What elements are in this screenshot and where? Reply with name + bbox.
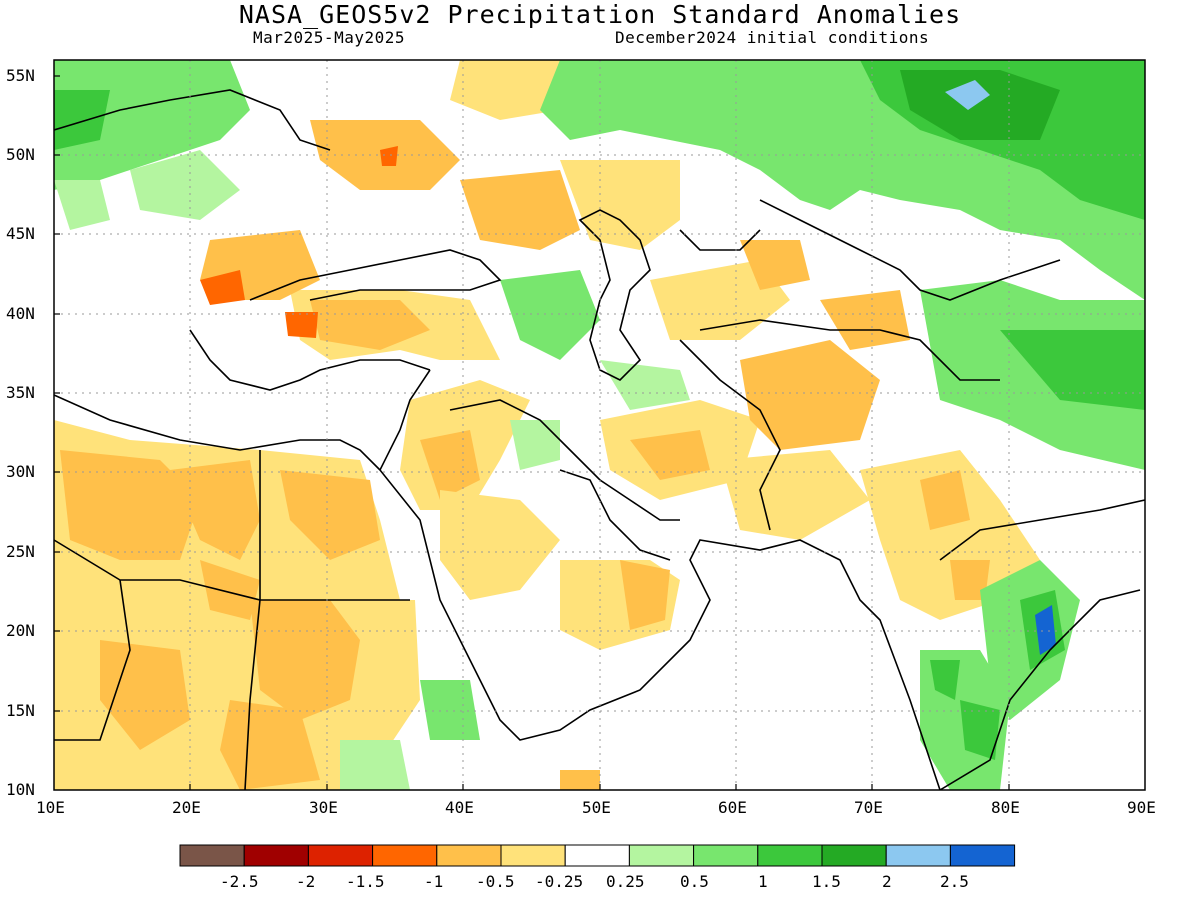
axis-ticks [54, 75, 1010, 790]
lon-label-70e: 70E [854, 798, 883, 817]
colorbar-swatch [885, 844, 951, 867]
lat-label-15n: 15N [6, 701, 35, 720]
colorbar-swatch [564, 844, 630, 867]
colorbar-label: -1 [424, 872, 444, 891]
lon-label-40e: 40E [445, 798, 474, 817]
initial-conditions: December2024 initial conditions [615, 28, 930, 47]
map-title: NASA_GEOS5v2 Precipitation Standard Anom… [238, 0, 962, 29]
colorbar-label: -0.5 [476, 872, 515, 891]
colorbar-swatch [500, 844, 566, 867]
colorbar-swatch [628, 844, 695, 867]
colorbar-label: 1 [758, 872, 768, 891]
colorbar-swatch [307, 844, 374, 867]
anomaly-fill [54, 60, 1145, 790]
colorbar-label: 1.5 [812, 872, 841, 891]
lat-label-45n: 45N [6, 224, 35, 243]
colorbar-swatch [757, 844, 823, 867]
lon-label-80e: 80E [991, 798, 1020, 817]
colorbar-swatch [243, 844, 309, 867]
lat-label-30n: 30N [6, 462, 35, 481]
colorbar-label: -2.5 [220, 872, 259, 891]
colorbar-label: 2 [882, 872, 892, 891]
negative-anomaly-areas [54, 60, 1040, 790]
graticule [54, 60, 1145, 790]
lat-label-40n: 40N [6, 304, 35, 323]
forecast-period: Mar2025-May2025 [253, 28, 405, 47]
colorbar-swatch [179, 844, 245, 867]
colorbar-swatch [436, 844, 502, 867]
colorbar-label: -1.5 [346, 872, 385, 891]
lon-label-90e: 90E [1127, 798, 1156, 817]
colorbar-swatch [821, 844, 887, 867]
colorbar-label: -0.25 [535, 872, 584, 891]
lon-label-30e: 30E [309, 798, 338, 817]
colorbar-swatch [372, 844, 438, 867]
colorbar-label: 0.25 [606, 872, 645, 891]
coastlines [54, 89, 1145, 790]
colorbar-label: 2.5 [940, 872, 969, 891]
lat-label-20n: 20N [6, 621, 35, 640]
colorbar-swatch [693, 844, 759, 867]
lon-label-60e: 60E [718, 798, 747, 817]
lon-label-20e: 20E [172, 798, 201, 817]
positive-anomaly-areas [54, 60, 1145, 790]
lat-label-55n: 55N [6, 66, 35, 85]
lat-label-35n: 35N [6, 383, 35, 402]
lon-label-50e: 50E [582, 798, 611, 817]
colorbar-label: -2 [296, 872, 316, 891]
colorbar-swatch [949, 844, 1016, 867]
lon-label-10e: 10E [36, 798, 65, 817]
lat-label-25n: 25N [6, 542, 35, 561]
lat-label-10n: 10N [6, 780, 35, 799]
lat-label-50n: 50N [6, 145, 35, 164]
colorbar [179, 844, 1016, 867]
colorbar-label: 0.5 [680, 872, 709, 891]
